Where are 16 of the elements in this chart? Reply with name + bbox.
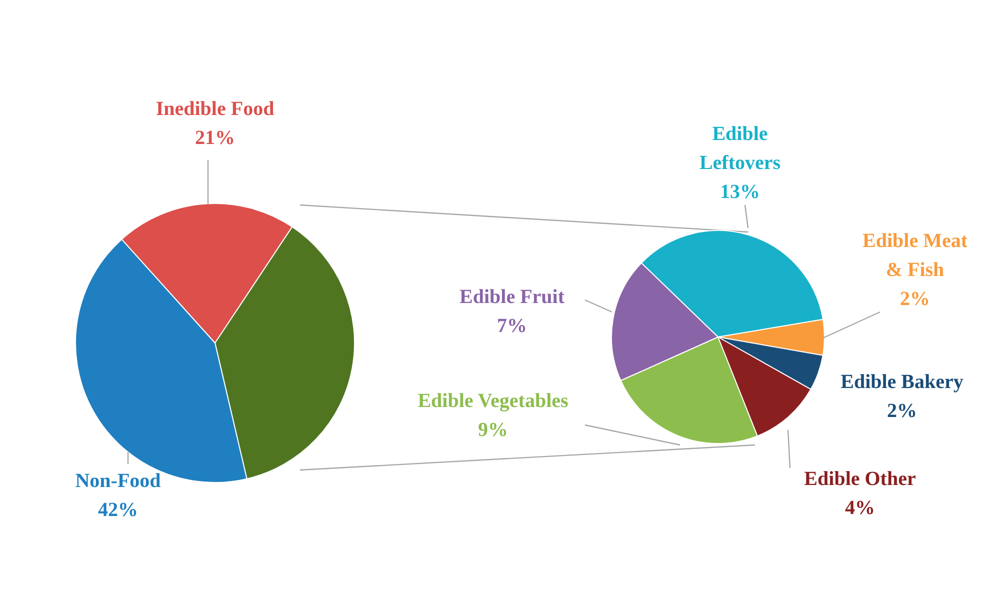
slice-label: Edible Other [804,468,916,490]
data-label: 2% [887,400,917,422]
data-label: 2% [900,288,930,310]
slice-label: Inedible Food [156,98,274,120]
data-label: 7% [497,315,527,338]
data-label: 13% [720,181,760,204]
slice-label: Edible Leftovers [699,123,781,174]
data-label: 4% [845,497,875,520]
data-label: 21% [195,127,235,150]
slice-label: Edible Vegetables [418,390,569,412]
data-label: 9% [478,419,508,442]
slice-label: Edible Bakery [840,371,964,394]
slice-label: Non-Food [75,470,161,492]
data-label: 42% [98,499,138,522]
slice-label: Edible Fruit [459,286,565,308]
slice-label: Edible Meat & Fish [862,230,968,282]
